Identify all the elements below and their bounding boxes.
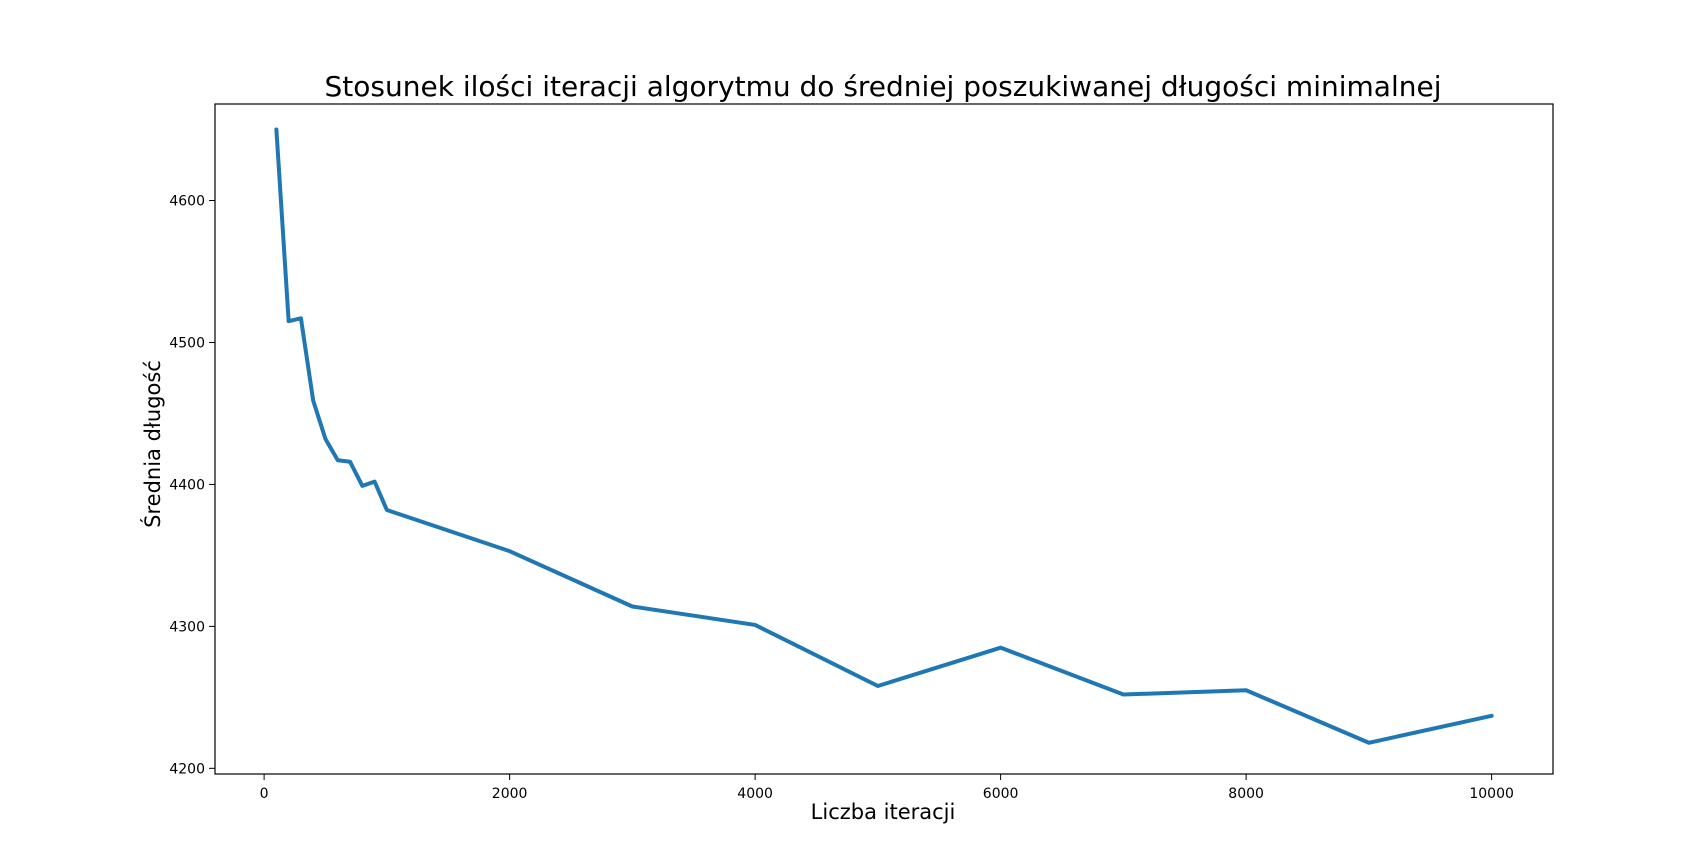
y-axis-ticks: 4200 4300 4400 4500 4600 (169, 194, 215, 777)
x-tick-label: 8000 (1228, 786, 1264, 802)
y-tick-label: 4400 (169, 477, 205, 493)
y-tick-label: 4500 (169, 335, 205, 351)
y-tick-label: 4300 (169, 619, 205, 635)
y-axis-label: Średnia długość (140, 360, 165, 528)
x-tick-label: 4000 (737, 786, 773, 802)
x-axis-label: Liczba iteracji (811, 800, 956, 824)
x-tick-label: 0 (260, 786, 269, 802)
x-tick-label: 10000 (1469, 786, 1514, 802)
plot-area-frame (214, 103, 1554, 775)
chart-title: Stosunek ilości iteracji algorytmu do śr… (325, 70, 1442, 103)
y-tick-label: 4200 (169, 761, 205, 777)
series-line (274, 127, 1494, 745)
x-tick-label: 6000 (983, 786, 1019, 802)
x-axis-ticks: 0 2000 4000 6000 8000 10000 (260, 774, 1514, 802)
x-tick-label: 2000 (492, 786, 528, 802)
y-tick-label: 4600 (169, 194, 205, 210)
